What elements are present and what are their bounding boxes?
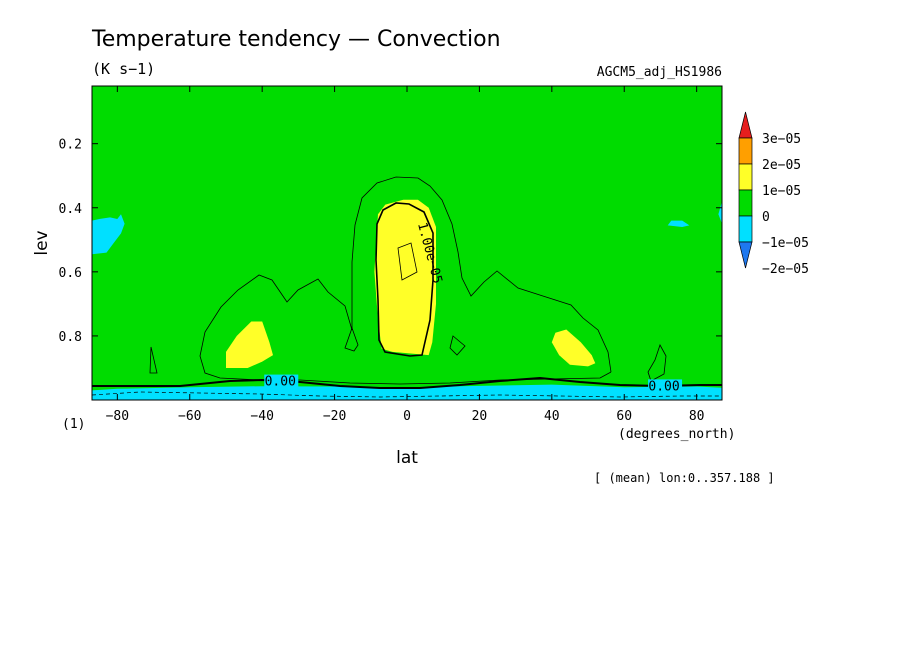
colorbar-box (738, 215, 753, 243)
contour-label-1: 0.00 (265, 375, 296, 390)
fill-region-6 (718, 201, 722, 224)
colorbar-box (738, 189, 753, 217)
contour-line-small-2 (344, 326, 359, 352)
contour-label-bg-2 (648, 379, 683, 394)
colorbar-label: 1e−05 (762, 184, 801, 199)
units-label: (K s−1) (92, 60, 155, 78)
colorbar-label: −2e−05 (762, 262, 809, 277)
x-tick-label: 40 (544, 409, 560, 424)
colorbar-bottom-arrow (738, 241, 753, 269)
y-axis-label: lev (32, 230, 52, 255)
colorbar-label: 0 (762, 210, 770, 225)
x-tick-label: 80 (689, 409, 705, 424)
x-tick-label: −80 (106, 409, 129, 424)
fill-region-1 (226, 321, 273, 368)
y-axis: 0.2 0.4 0.6 0.8 (59, 138, 722, 345)
colorbar-label: 3e−05 (762, 132, 801, 147)
dataset-label: AGCM5_adj_HS1986 (597, 65, 722, 80)
contour-line-small-5 (397, 242, 418, 281)
y-units-label: (1) (62, 417, 85, 432)
contour-line-small-1 (149, 346, 158, 374)
footnote: [ (mean) lon:0..357.188 ] (594, 471, 775, 485)
plot-area: 1.00e−050.00 0.00 (91, 85, 723, 401)
fill-region-0 (374, 199, 436, 356)
y-tick-label: 0.6 (59, 266, 82, 281)
contour-line-plume (351, 176, 612, 373)
y-tick-label: 0.4 (59, 202, 83, 217)
chart-title: Temperature tendency — Convection (91, 27, 501, 52)
colorbar-label: 2e−05 (762, 158, 801, 173)
colorbar-box (738, 163, 753, 191)
x-axis: −80 −60 −40 −20 0 20 40 60 80 (106, 86, 705, 424)
colorbar-label: −1e−05 (762, 236, 809, 251)
contour-label-2: 0.00 (648, 379, 679, 394)
contour-line-negative (91, 391, 722, 398)
contour-line-west (199, 274, 612, 385)
x-tick-label: −40 (250, 409, 273, 424)
x-axis-label: lat (396, 448, 418, 468)
contour-label-bg-1 (264, 374, 299, 389)
colorbar-top-arrow (738, 111, 753, 139)
x-tick-label: −60 (178, 409, 201, 424)
x-tick-label: −20 (323, 409, 346, 424)
colorbar: 3e−05 2e−05 1e−05 0 −1e−05 −2e−05 (738, 111, 809, 277)
fill-region-4 (92, 214, 125, 255)
contour-line-zero (92, 376, 722, 389)
x-tick-label: 60 (616, 409, 632, 424)
contour-line-yellow-edge (375, 202, 434, 357)
fill-region-2 (551, 329, 596, 367)
y-tick-label: 0.8 (59, 330, 82, 345)
colorbar-box (738, 137, 753, 165)
fill-region-5 (667, 220, 690, 227)
x-tick-label: 20 (472, 409, 488, 424)
x-tick-label: 0 (403, 409, 411, 424)
x-units-label: (degrees_north) (618, 427, 735, 442)
contour-line-small-3 (449, 335, 466, 356)
y-tick-label: 0.2 (59, 138, 82, 153)
contour-lines (91, 176, 722, 398)
